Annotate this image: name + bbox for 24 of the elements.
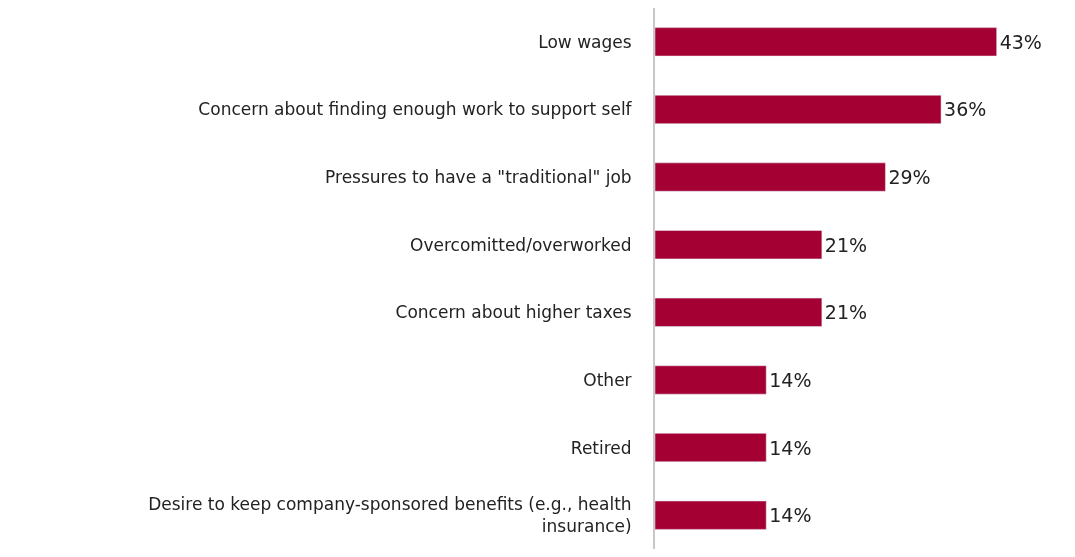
data-label: 36% [944,98,987,121]
y-tick-label: Concern about higher taxes [395,302,632,323]
y-tick-label: Concern about finding enough work to support self [198,99,633,120]
y-tick-label: Overcomitted/overworked [410,234,632,255]
bar [655,433,767,463]
data-label: 21% [824,233,868,256]
data-label: 14% [769,436,812,459]
y-tick-label: Desire to keep company-sponsored benefits (e.g., health insurance) [148,494,632,537]
bar [655,297,823,327]
y-tick-label: Retired [570,437,632,458]
bar [655,162,886,192]
bar [655,365,767,395]
data-label: 21% [824,301,868,324]
y-tick-label: Pressures to have a "traditional" job [325,167,632,188]
bar [655,500,767,530]
data-label: 14% [769,504,812,527]
bar [655,230,823,260]
data-label: 43% [999,30,1042,53]
data-label: 29% [888,166,931,189]
bar [655,94,942,124]
data-label: 14% [769,368,812,391]
bar [655,27,997,57]
y-tick-label: Low wages [538,31,632,52]
y-tick-label: Other [583,369,632,390]
